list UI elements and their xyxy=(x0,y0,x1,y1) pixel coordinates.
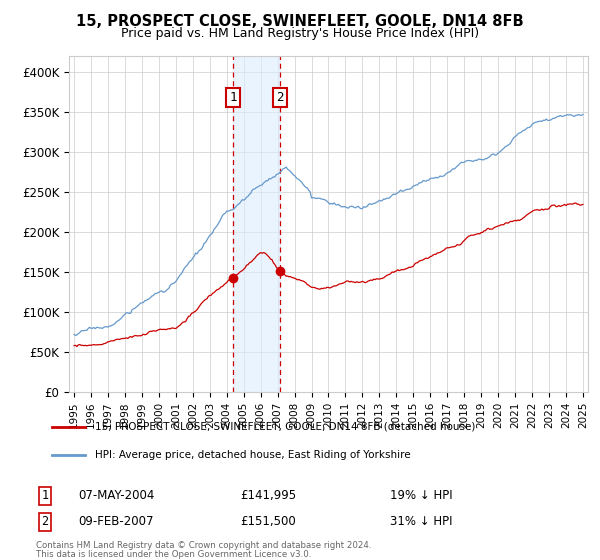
Text: HPI: Average price, detached house, East Riding of Yorkshire: HPI: Average price, detached house, East… xyxy=(95,450,411,460)
Text: £141,995: £141,995 xyxy=(240,489,296,502)
Text: 2: 2 xyxy=(276,91,283,104)
Text: Price paid vs. HM Land Registry's House Price Index (HPI): Price paid vs. HM Land Registry's House … xyxy=(121,27,479,40)
Text: 19% ↓ HPI: 19% ↓ HPI xyxy=(390,489,452,502)
Text: 31% ↓ HPI: 31% ↓ HPI xyxy=(390,515,452,529)
Text: 15, PROSPECT CLOSE, SWINEFLEET, GOOLE, DN14 8FB (detached house): 15, PROSPECT CLOSE, SWINEFLEET, GOOLE, D… xyxy=(95,422,476,432)
Text: £151,500: £151,500 xyxy=(240,515,296,529)
Text: 1: 1 xyxy=(41,489,49,502)
Text: Contains HM Land Registry data © Crown copyright and database right 2024.: Contains HM Land Registry data © Crown c… xyxy=(36,541,371,550)
Text: 2: 2 xyxy=(41,515,49,529)
Text: 09-FEB-2007: 09-FEB-2007 xyxy=(78,515,154,529)
Text: 1: 1 xyxy=(229,91,237,104)
Text: 07-MAY-2004: 07-MAY-2004 xyxy=(78,489,154,502)
Text: This data is licensed under the Open Government Licence v3.0.: This data is licensed under the Open Gov… xyxy=(36,550,311,559)
Bar xyxy=(233,56,280,392)
Text: 15, PROSPECT CLOSE, SWINEFLEET, GOOLE, DN14 8FB: 15, PROSPECT CLOSE, SWINEFLEET, GOOLE, D… xyxy=(76,14,524,29)
